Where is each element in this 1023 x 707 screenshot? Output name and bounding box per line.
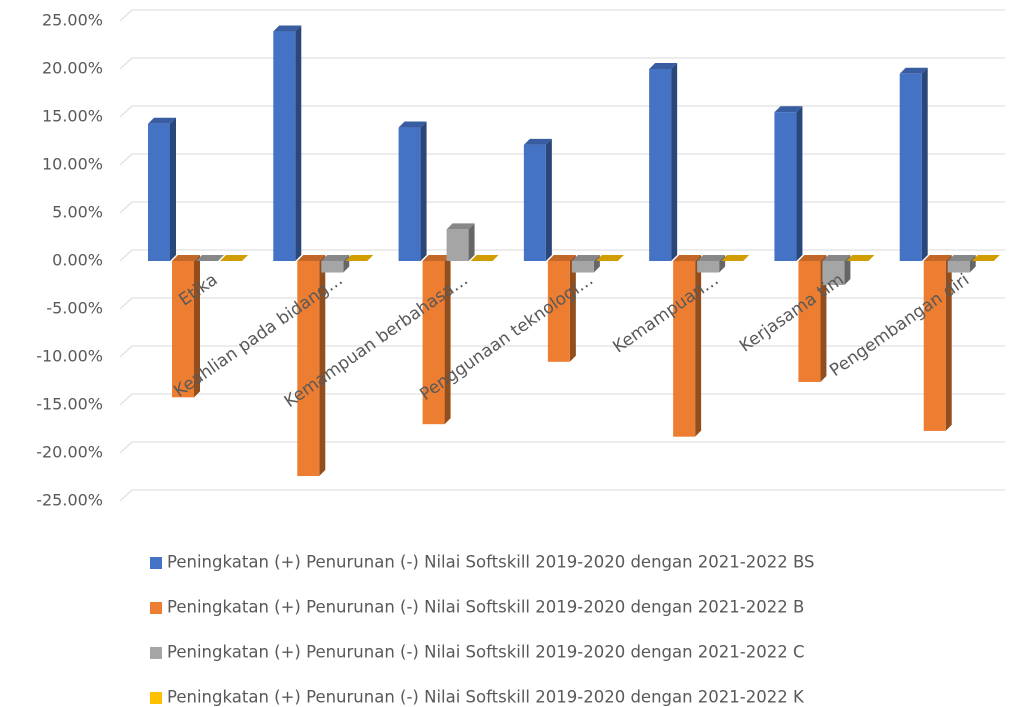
bar xyxy=(273,31,296,262)
bar-side xyxy=(945,255,952,431)
grid-line xyxy=(119,201,1005,214)
bar-top xyxy=(595,255,624,261)
grid-line xyxy=(119,297,1005,310)
bar-top xyxy=(971,255,1000,261)
bar-top xyxy=(470,255,499,261)
y-tick-label: 25.00% xyxy=(42,11,103,30)
bar-side xyxy=(569,255,576,362)
bar xyxy=(947,261,970,273)
bar-top xyxy=(697,255,726,261)
bar-top xyxy=(923,255,952,261)
bar-top xyxy=(947,255,976,261)
bar-top xyxy=(673,255,702,261)
bar-top xyxy=(523,138,552,145)
grid-line xyxy=(119,153,1005,166)
bar-top xyxy=(822,255,851,261)
bar-top xyxy=(547,255,576,261)
y-tick-label: 15.00% xyxy=(42,107,103,126)
bar-top xyxy=(172,255,200,261)
bar-top xyxy=(345,255,374,261)
bar-side xyxy=(671,63,678,261)
bar-top xyxy=(196,255,224,261)
bar xyxy=(172,261,194,398)
bar-side xyxy=(545,138,552,261)
grid-line xyxy=(119,57,1005,70)
legend-swatch xyxy=(150,692,162,704)
grid-line xyxy=(119,105,1005,118)
bar-side xyxy=(921,67,928,261)
bar xyxy=(822,261,845,285)
bar xyxy=(899,73,922,261)
grid-line xyxy=(119,9,1005,22)
bar-side xyxy=(170,117,176,261)
bar-top xyxy=(649,63,678,69)
bar-side xyxy=(468,223,475,261)
bar xyxy=(523,144,546,261)
y-tick-label: 0.00% xyxy=(52,251,103,270)
bar-top xyxy=(798,255,827,261)
legend-swatch xyxy=(150,557,162,569)
grid-line xyxy=(119,489,1005,502)
bar-top xyxy=(273,25,302,32)
legend-text: Peningkatan (+) Penurunan (-) Nilai Soft… xyxy=(167,553,815,572)
y-tick-label: -15.00% xyxy=(36,395,103,414)
legend-swatch xyxy=(150,602,162,614)
bar-top xyxy=(846,255,875,261)
y-tick-label: -20.00% xyxy=(36,443,103,462)
bar xyxy=(649,69,672,261)
bar-side xyxy=(194,255,200,398)
legend-text: Peningkatan (+) Penurunan (-) Nilai Soft… xyxy=(167,598,804,617)
bar xyxy=(673,261,696,437)
y-tick-label: -5.00% xyxy=(46,299,103,318)
bar-side xyxy=(319,255,326,477)
bar xyxy=(697,261,720,273)
bar-top xyxy=(571,255,600,261)
bar xyxy=(398,127,421,261)
bar xyxy=(774,112,797,261)
y-tick-label: -10.00% xyxy=(36,347,103,366)
bar-top xyxy=(721,255,750,261)
bar-top xyxy=(422,255,451,261)
legend-swatch xyxy=(150,647,162,659)
legend-text: Peningkatan (+) Penurunan (-) Nilai Soft… xyxy=(167,643,805,662)
bar-side xyxy=(820,255,827,382)
bar xyxy=(923,261,946,431)
bar xyxy=(798,261,821,382)
y-tick-label: -25.00% xyxy=(36,491,103,510)
grid-line xyxy=(119,393,1005,406)
y-tick-label: 10.00% xyxy=(42,155,103,174)
grid-line xyxy=(119,441,1005,454)
bar-top xyxy=(321,255,350,261)
bar xyxy=(547,261,570,362)
bar-top xyxy=(148,117,176,124)
x-tick-label: Kerjasama tim xyxy=(736,270,848,357)
bar-top xyxy=(899,67,928,74)
bar-side xyxy=(695,255,702,437)
bar-side xyxy=(420,121,427,261)
bar xyxy=(321,261,344,273)
y-tick-label: 20.00% xyxy=(42,59,103,78)
bar-side xyxy=(844,255,851,285)
bar-side xyxy=(444,255,451,425)
bar xyxy=(571,261,594,273)
bar-top xyxy=(297,255,326,261)
bar-top xyxy=(220,255,248,261)
bar xyxy=(446,229,469,261)
legend-text: Peningkatan (+) Penurunan (-) Nilai Soft… xyxy=(167,688,805,707)
grid-line xyxy=(119,345,1005,358)
bar-top xyxy=(398,121,427,128)
bar-side xyxy=(295,25,302,262)
bar xyxy=(297,261,320,477)
bar xyxy=(148,123,170,261)
x-tick-label: Kemampuan… xyxy=(609,270,722,358)
y-tick-label: 5.00% xyxy=(52,203,103,222)
bar-top xyxy=(774,106,803,113)
grid-line xyxy=(119,249,1005,262)
bar-side xyxy=(796,106,803,261)
bar xyxy=(422,261,445,425)
bar-top xyxy=(446,223,475,230)
